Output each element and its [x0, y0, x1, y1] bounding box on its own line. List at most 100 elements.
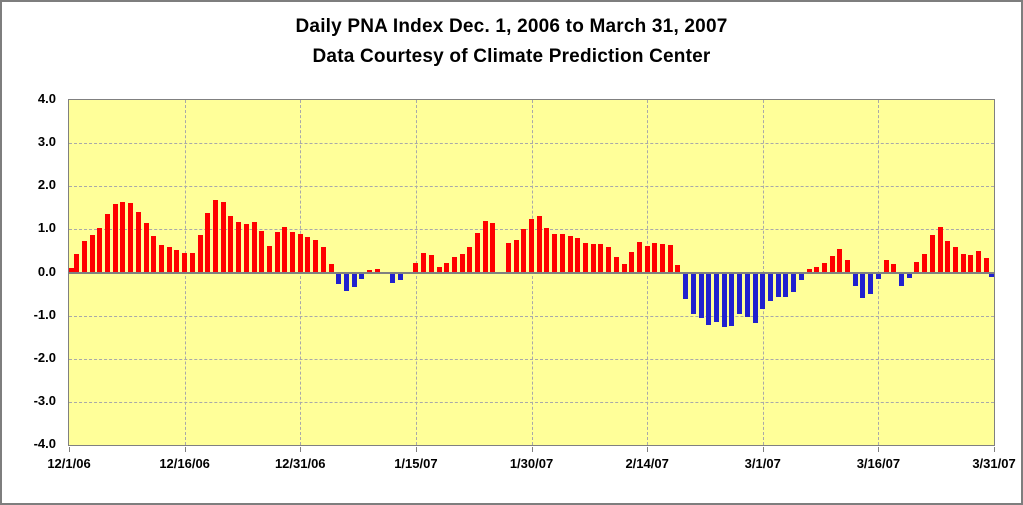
zero-axis-line — [69, 271, 994, 274]
bar — [737, 272, 743, 314]
bar — [197, 234, 203, 273]
bar — [274, 231, 280, 273]
y-axis: 4.0 3.0 2.0 1.0 0.0 -1.0 -2.0 -3.0 -4.0 — [2, 91, 60, 451]
x-tick-mark — [69, 447, 70, 452]
bar — [320, 247, 326, 273]
bar — [675, 265, 681, 273]
bar — [344, 272, 349, 291]
bar — [397, 272, 403, 281]
bar — [351, 272, 357, 287]
bar — [513, 240, 519, 273]
bar — [968, 254, 974, 273]
bar — [544, 227, 550, 273]
bar — [590, 243, 596, 273]
bar — [135, 211, 141, 273]
bar — [536, 216, 542, 273]
bar — [613, 257, 619, 273]
bar — [775, 272, 781, 297]
bar — [899, 272, 904, 286]
x-tick-mark — [994, 447, 995, 452]
x-tick-label: 1/30/07 — [509, 456, 554, 471]
bar — [390, 272, 396, 284]
bar — [529, 218, 534, 273]
bar — [467, 247, 473, 273]
bar — [636, 241, 642, 273]
bar — [81, 241, 87, 273]
bar — [174, 250, 180, 273]
bar — [559, 233, 565, 273]
bar — [598, 244, 604, 273]
bar — [413, 263, 419, 273]
bar — [436, 267, 442, 273]
bar — [374, 268, 380, 273]
bar — [305, 237, 311, 273]
x-tick-mark — [300, 447, 302, 452]
bar — [698, 272, 704, 319]
bar — [143, 222, 149, 273]
bar — [760, 272, 766, 310]
bar — [69, 268, 74, 273]
bar — [359, 272, 365, 279]
bar — [367, 269, 373, 273]
bar — [706, 272, 712, 325]
bar — [891, 264, 897, 273]
bar — [660, 243, 666, 273]
bar — [459, 253, 465, 273]
bar — [97, 227, 103, 273]
bar — [945, 241, 951, 273]
x-tick-label: 3/1/07 — [744, 456, 781, 471]
x-tick-mark — [647, 447, 649, 452]
chart-title: Daily PNA Index Dec. 1, 2006 to March 31… — [295, 16, 728, 37]
bar — [667, 245, 673, 273]
y-tick-label: 3.0 — [37, 134, 56, 150]
bar — [883, 260, 889, 273]
bar — [297, 233, 303, 273]
bar — [814, 267, 820, 273]
bar — [729, 272, 735, 327]
bar — [251, 221, 257, 273]
x-tick-label: 2/14/07 — [625, 456, 669, 471]
bar — [952, 247, 958, 273]
bar — [629, 251, 635, 273]
bar — [444, 263, 450, 273]
y-tick-label: -2.0 — [33, 349, 56, 365]
bar — [644, 245, 650, 273]
bar — [837, 248, 843, 273]
bar — [159, 244, 164, 273]
bar — [482, 221, 488, 273]
bar — [259, 231, 265, 273]
bar — [906, 272, 912, 279]
x-tick-mark — [184, 447, 186, 452]
bar — [852, 272, 858, 286]
bar — [212, 199, 218, 273]
bar — [652, 243, 658, 273]
bar — [112, 203, 118, 273]
chart-subtitle: Data Courtesy of Climate Prediction Cent… — [312, 46, 711, 67]
bar — [313, 239, 319, 273]
bar — [798, 272, 804, 280]
bar — [290, 231, 296, 273]
bar — [791, 272, 797, 293]
bar — [960, 254, 966, 273]
bar — [976, 250, 982, 273]
bar — [490, 222, 496, 273]
x-tick-label: 1/15/07 — [394, 456, 438, 471]
bar — [690, 272, 696, 314]
x-tick-label: 12/31/06 — [274, 456, 326, 471]
bar — [582, 242, 588, 273]
bar — [567, 235, 573, 273]
chart-title-block: Daily PNA Index Dec. 1, 2006 to March 31… — [2, 12, 1021, 72]
bar — [922, 253, 928, 273]
y-tick-label: -4.0 — [33, 436, 56, 451]
bar — [752, 272, 758, 324]
bar — [505, 242, 511, 273]
bar — [89, 235, 95, 273]
bar — [266, 245, 272, 273]
bar — [182, 253, 188, 273]
bar — [552, 233, 558, 273]
bar — [721, 272, 727, 328]
y-tick-label: 2.0 — [37, 177, 56, 193]
y-tick-label: 0.0 — [37, 263, 56, 279]
plot-area — [68, 99, 995, 446]
